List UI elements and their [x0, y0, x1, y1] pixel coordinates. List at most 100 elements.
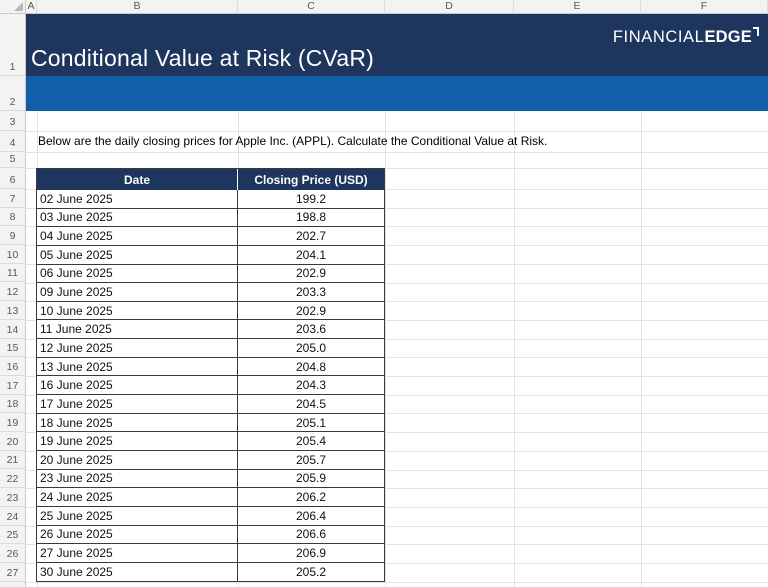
price-table-body: 02 June 2025 199.2 03 June 2025 198.8 04 Jun… [37, 190, 384, 582]
closing-price-cell[interactable]: 204.5 [295, 396, 327, 411]
gridline [26, 207, 768, 209]
closing-price-cell[interactable]: 203.3 [295, 285, 327, 300]
row-header-24[interactable]: 24 [0, 507, 25, 526]
closing-price-cell[interactable]: 205.4 [295, 434, 327, 449]
row-header-1[interactable]: 1 [0, 14, 25, 76]
date-column-header[interactable]: Date [37, 169, 238, 190]
table-row: 03 June 2025 198.8 [37, 208, 384, 228]
row-header-9[interactable]: 9 [0, 226, 25, 246]
row-header-14[interactable]: 14 [0, 320, 25, 339]
closing-price-cell[interactable]: 206.9 [295, 545, 327, 560]
closing-price-cell[interactable]: 204.3 [295, 378, 327, 393]
date-cell[interactable]: 10 June 2025 [37, 301, 238, 320]
row-header-21[interactable]: 21 [0, 451, 25, 470]
closing-price-cell[interactable]: 205.1 [295, 415, 327, 430]
gridline [26, 544, 768, 546]
gridline [26, 245, 768, 247]
date-cell[interactable]: 30 June 2025 [37, 562, 238, 582]
select-all-corner[interactable] [0, 0, 26, 14]
closing-price-cell[interactable]: 205.0 [295, 340, 327, 355]
date-cell[interactable]: 16 June 2025 [37, 376, 238, 395]
price-table: Date Closing Price (USD) 02 June 2025 199… [36, 168, 385, 583]
row-header-16[interactable]: 16 [0, 357, 25, 376]
logo-text-thin: FINANCIAL [612, 28, 705, 46]
column-header-B[interactable]: B [37, 0, 238, 14]
row-header-27[interactable]: 27 [0, 563, 25, 582]
closing-price-cell[interactable]: 202.7 [295, 229, 327, 244]
date-cell[interactable]: 24 June 2025 [37, 488, 238, 506]
closing-price-cell[interactable]: 199.2 [295, 191, 327, 206]
row-header-11[interactable]: 11 [0, 264, 25, 283]
row-header-22[interactable]: 22 [0, 470, 25, 489]
closing-price-column-header[interactable]: Closing Price (USD) [254, 172, 368, 187]
closing-price-cell[interactable]: 203.6 [295, 322, 327, 337]
row-header-19[interactable]: 19 [0, 413, 25, 433]
column-header-F[interactable]: F [641, 0, 768, 14]
gridline [26, 131, 768, 132]
instruction-text[interactable]: Below are the daily closing prices for A… [38, 134, 548, 148]
date-cell[interactable]: 20 June 2025 [37, 450, 238, 469]
column-header-D[interactable]: D [385, 0, 514, 14]
logo-corner-icon [753, 27, 759, 36]
gridline [26, 357, 768, 359]
row-header-4[interactable]: 4 [0, 131, 25, 152]
price-table-header: Date Closing Price (USD) [37, 169, 384, 190]
closing-price-cell[interactable]: 198.8 [295, 210, 327, 225]
gridline [26, 563, 768, 564]
column-header-A[interactable]: A [26, 0, 37, 14]
table-row: 11 June 2025 203.6 [37, 320, 384, 340]
date-cell[interactable]: 05 June 2025 [37, 245, 238, 264]
date-cell[interactable]: 19 June 2025 [37, 432, 238, 450]
date-cell[interactable]: 09 June 2025 [37, 283, 238, 301]
row-header-26[interactable]: 26 [0, 544, 25, 563]
date-cell[interactable]: 02 June 2025 [37, 190, 238, 208]
date-cell[interactable]: 03 June 2025 [37, 208, 238, 227]
row-header-6[interactable]: 6 [0, 168, 25, 189]
closing-price-cell[interactable]: 206.6 [295, 527, 327, 542]
date-cell[interactable]: 25 June 2025 [37, 506, 238, 525]
table-row: 30 June 2025 205.2 [37, 562, 384, 582]
row-header-13[interactable]: 13 [0, 301, 25, 320]
row-header-20[interactable]: 20 [0, 432, 25, 451]
date-cell[interactable]: 26 June 2025 [37, 525, 238, 544]
row-header-12[interactable]: 12 [0, 283, 25, 302]
row-header-3[interactable]: 3 [0, 111, 25, 131]
row-header-23[interactable]: 23 [0, 488, 25, 507]
date-cell[interactable]: 12 June 2025 [37, 339, 238, 357]
row-header-17[interactable]: 17 [0, 376, 25, 395]
closing-price-cell[interactable]: 202.9 [295, 266, 327, 281]
column-header-C[interactable]: C [238, 0, 385, 14]
table-row: 06 June 2025 202.9 [37, 264, 384, 284]
closing-price-cell[interactable]: 204.1 [295, 247, 327, 262]
row-header-5[interactable]: 5 [0, 152, 25, 168]
closing-price-cell[interactable]: 204.8 [295, 359, 327, 374]
closing-price-cell[interactable]: 202.9 [295, 303, 327, 318]
column-header-E[interactable]: E [514, 0, 641, 14]
table-row: 27 June 2025 206.9 [37, 544, 384, 563]
closing-price-cell[interactable]: 205.2 [295, 565, 327, 580]
date-cell[interactable]: 17 June 2025 [37, 395, 238, 413]
date-cell[interactable]: 27 June 2025 [37, 544, 238, 562]
gridline [26, 152, 768, 153]
financial-edge-logo: FINANCIALEDGE [612, 27, 759, 47]
closing-price-cell[interactable]: 206.2 [295, 490, 327, 505]
closing-price-cell[interactable]: 205.9 [295, 471, 327, 486]
gridline [385, 111, 386, 587]
date-cell[interactable]: 06 June 2025 [37, 264, 238, 283]
row-header-25[interactable]: 25 [0, 526, 25, 545]
row-header-2[interactable]: 2 [0, 76, 25, 111]
closing-price-cell[interactable]: 205.7 [295, 452, 327, 467]
row-header-18[interactable]: 18 [0, 395, 25, 414]
date-cell[interactable]: 11 June 2025 [37, 320, 238, 339]
date-cell[interactable]: 18 June 2025 [37, 413, 238, 432]
row-header-7[interactable]: 7 [0, 189, 25, 208]
date-cell[interactable]: 13 June 2025 [37, 357, 238, 376]
row-header-column: 1 2 3 4 5 6 7 8 9 10 11 12 13 14 15 16 17 18 19 20 21 22 23 24 2… [0, 14, 26, 587]
row-header-8[interactable]: 8 [0, 208, 25, 227]
row-header-15[interactable]: 15 [0, 339, 25, 358]
date-cell[interactable]: 04 June 2025 [37, 227, 238, 245]
row-header-10[interactable]: 10 [0, 245, 25, 264]
table-row: 09 June 2025 203.3 [37, 283, 384, 302]
date-cell[interactable]: 23 June 2025 [37, 469, 238, 488]
closing-price-cell[interactable]: 206.4 [295, 508, 327, 523]
